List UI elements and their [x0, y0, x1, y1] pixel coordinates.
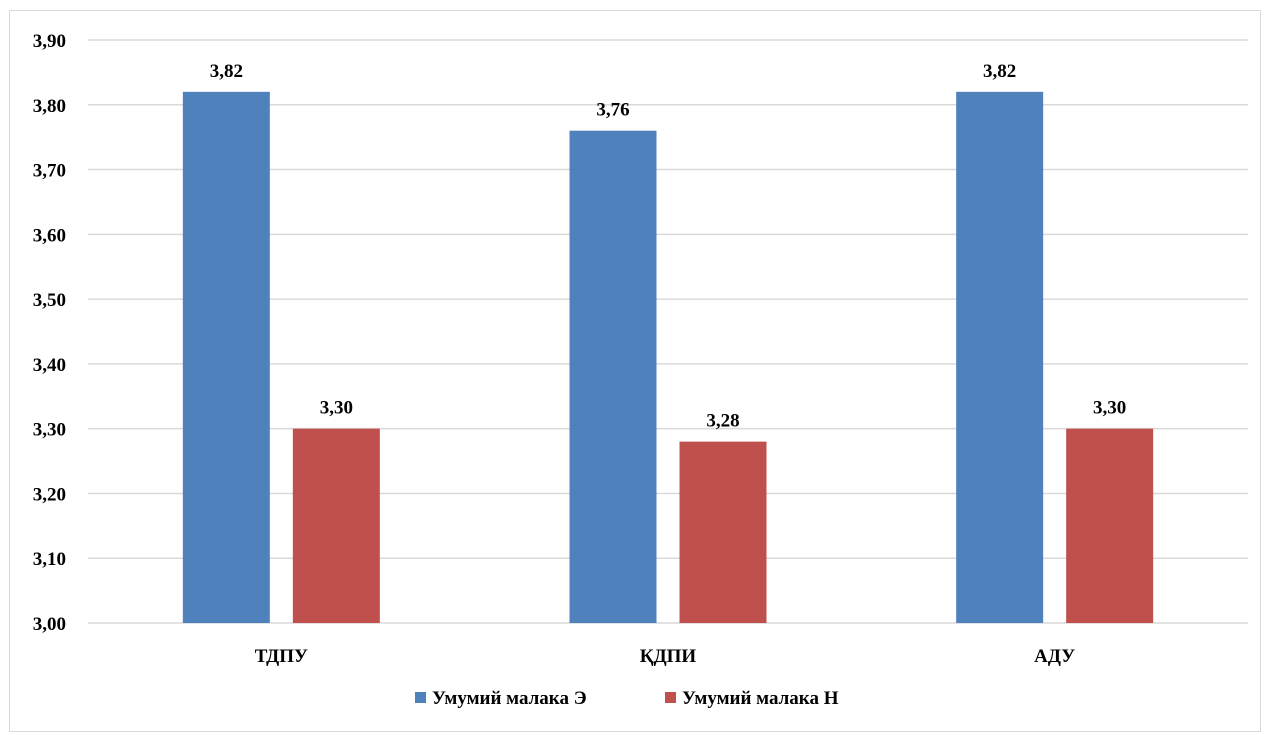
- y-tick-label: 3,40: [33, 355, 66, 376]
- y-tick-label: 3,10: [33, 549, 66, 570]
- bar-series-e: [956, 91, 1044, 624]
- bar-series-e: [569, 130, 657, 623]
- y-tick-label: 3,20: [33, 484, 66, 505]
- data-label: 3,82: [983, 61, 1016, 82]
- legend-swatch: [665, 692, 676, 703]
- data-labels: 3,82 3,30 3,76 3,28 3,82 3,30: [210, 61, 1127, 432]
- y-tick-label: 3,70: [33, 161, 66, 182]
- gridlines: [88, 39, 1248, 624]
- y-axis-ticks: 3,00 3,10 3,20 3,30 3,40 3,50 3,60 3,70 3,80 3,90: [33, 31, 66, 635]
- legend: Умумий малака Э Умумий малака Н: [415, 688, 839, 709]
- data-label: 3,28: [706, 411, 739, 432]
- bar-series-e: [182, 91, 270, 624]
- bar-series-n: [292, 428, 380, 623]
- x-category-label: АДУ: [1034, 646, 1075, 667]
- y-tick-label: 3,80: [33, 96, 66, 117]
- legend-entry-label: Умумий малака Н: [682, 688, 839, 709]
- y-tick-label: 3,90: [33, 31, 66, 52]
- x-category-label: ТДПУ: [255, 646, 308, 667]
- data-label: 3,30: [320, 398, 353, 419]
- bar-series-n: [1066, 428, 1154, 623]
- data-label: 3,30: [1093, 398, 1126, 419]
- x-axis-categories: ТДПУ ҚДПИ АДУ: [255, 646, 1076, 667]
- y-tick-label: 3,50: [33, 290, 66, 311]
- y-tick-label: 3,60: [33, 225, 66, 246]
- bar-series-n: [679, 441, 767, 623]
- y-tick-label: 3,30: [33, 420, 66, 441]
- x-category-label: ҚДПИ: [640, 646, 697, 667]
- legend-entry-label: Умумий малака Э: [432, 688, 587, 709]
- data-label: 3,76: [596, 100, 629, 121]
- data-label: 3,82: [210, 61, 243, 82]
- bars: [182, 91, 1154, 624]
- y-tick-label: 3,00: [33, 614, 66, 635]
- legend-swatch: [415, 692, 426, 703]
